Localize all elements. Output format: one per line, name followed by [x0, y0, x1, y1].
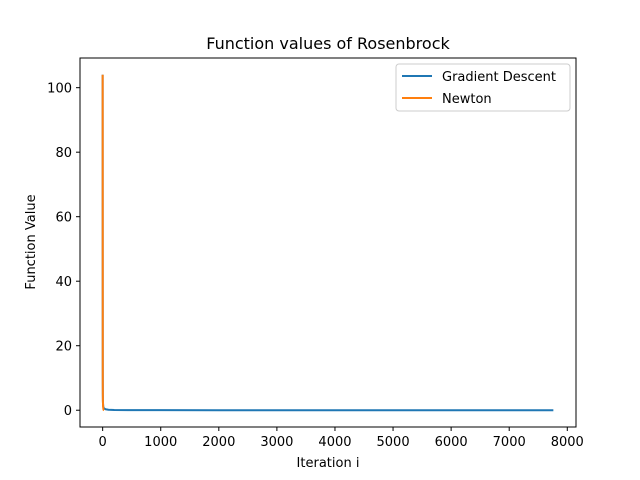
x-tick-label: 1000 [144, 435, 177, 450]
x-axis-ticks: 0 1000 2000 3000 4000 5000 6000 7000 8000 [99, 427, 584, 450]
chart-title: Function values of Rosenbrock [206, 34, 450, 53]
y-axis-label: Function Value [24, 194, 39, 289]
x-tick-label: 8000 [551, 435, 584, 450]
legend-box [395, 63, 571, 112]
y-tick-label: 80 [55, 146, 72, 161]
x-tick-label: 7000 [493, 435, 526, 450]
x-tick-label: 0 [99, 435, 107, 450]
series-layer [101, 74, 554, 412]
x-tick-label: 2000 [202, 435, 235, 450]
y-tick-label: 0 [64, 404, 72, 419]
y-tick-label: 60 [55, 211, 72, 226]
legend-label-2: Newton [442, 92, 492, 107]
x-tick-label: 5000 [377, 435, 410, 450]
series-line-2 [101, 74, 105, 412]
plot-frame [79, 57, 577, 428]
x-tick-label: 4000 [318, 435, 351, 450]
y-tick-label: 100 [47, 82, 72, 97]
legend: Gradient Descent Newton [395, 63, 571, 112]
y-tick-label: 40 [55, 275, 72, 290]
legend-label-1: Gradient Descent [442, 70, 556, 85]
x-tick-label: 6000 [435, 435, 468, 450]
y-axis-ticks: 0 20 40 60 80 100 [47, 82, 80, 419]
x-axis-label: Iteration i [297, 456, 360, 471]
y-tick-label: 20 [55, 340, 72, 355]
x-tick-label: 3000 [260, 435, 293, 450]
